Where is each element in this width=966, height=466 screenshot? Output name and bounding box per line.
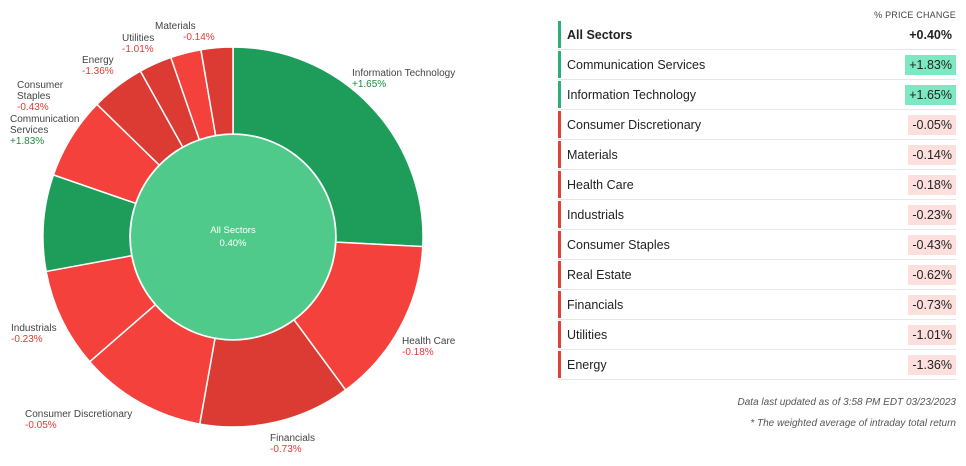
table-row-materials[interactable]: Materials -0.14% <box>558 140 956 170</box>
label-change: +1.65% <box>352 79 387 90</box>
table-row-all-sectors[interactable]: All Sectors +0.40% <box>558 20 956 50</box>
row-change: -0.23% <box>908 204 956 225</box>
row-color-bar <box>558 321 561 348</box>
table-rows: Communication Services +1.83% Information … <box>558 50 956 380</box>
row-change: -0.62% <box>908 264 956 285</box>
table-row-real-estate[interactable]: Real Estate -0.62% <box>558 260 956 290</box>
label-consumer-discretionary: Consumer Discretionary -0.05% <box>25 409 132 431</box>
weighted-average-note: * The weighted average of intraday total… <box>750 418 956 429</box>
label-name: Financials <box>270 433 316 444</box>
row-color-bar <box>558 51 561 78</box>
last-updated-note: Data last updated as of 3:58 PM EDT 03/2… <box>737 397 956 408</box>
donut-center <box>131 135 335 339</box>
table-row-consumer-discretionary[interactable]: Consumer Discretionary -0.05% <box>558 110 956 140</box>
row-name: Real Estate <box>567 267 632 282</box>
table-row-health-care[interactable]: Health Care -0.18% <box>558 170 956 200</box>
row-color-bar <box>558 141 561 168</box>
table-row-financials[interactable]: Financials -0.73% <box>558 290 956 320</box>
row-name: Health Care <box>567 177 634 192</box>
label-change: -0.05% <box>25 420 57 431</box>
label-consumer-staples: Consumer Staples -0.43% <box>17 80 63 113</box>
label-communication-services: Communication Services +1.83% <box>10 114 79 147</box>
label-health-care: Health Care -0.18% <box>402 336 455 358</box>
label-change: -0.73% <box>270 444 302 455</box>
label-energy: Energy -1.36% <box>82 55 114 77</box>
sector-table: % PRICE CHANGE All Sectors +0.40% Commun… <box>558 0 956 380</box>
label-name: Information Technology <box>352 68 456 79</box>
label-materials: Materials -0.14% <box>155 21 215 43</box>
table-row-industrials[interactable]: Industrials -0.23% <box>558 200 956 230</box>
row-name: Financials <box>567 297 624 312</box>
label-change: -0.18% <box>402 347 434 358</box>
label-industrials: Industrials -0.23% <box>11 323 57 345</box>
label-name: Industrials <box>11 323 57 334</box>
row-change: -1.01% <box>908 324 956 345</box>
row-change: -0.73% <box>908 294 956 315</box>
row-color-bar <box>558 21 561 48</box>
row-name: All Sectors <box>567 27 633 42</box>
label-change: -0.14% <box>183 32 215 43</box>
label-change: -1.36% <box>82 66 114 77</box>
row-color-bar <box>558 81 561 108</box>
table-row-communication-services[interactable]: Communication Services +1.83% <box>558 50 956 80</box>
row-color-bar <box>558 171 561 198</box>
label-change: -0.23% <box>11 334 43 345</box>
label-information-technology: Information Technology +1.65% <box>352 68 455 90</box>
label-utilities: Utilities -1.01% <box>122 33 154 55</box>
center-title: All Sectors <box>210 225 256 236</box>
label-financials: Financials -0.73% <box>270 433 315 455</box>
row-color-bar <box>558 291 561 318</box>
row-change: -0.18% <box>908 174 956 195</box>
row-name: Energy <box>567 357 607 372</box>
sector-donut-chart: All Sectors 0.40% Information Technology +… <box>10 21 455 455</box>
table-row-utilities[interactable]: Utilities -1.01% <box>558 320 956 350</box>
table-row-information-technology[interactable]: Information Technology +1.65% <box>558 80 956 110</box>
label-name: Consumer Staples <box>17 80 64 102</box>
table-row-consumer-staples[interactable]: Consumer Staples -0.43% <box>558 230 956 260</box>
row-name: Information Technology <box>567 87 697 102</box>
column-header: % PRICE CHANGE <box>874 10 956 20</box>
label-name: Utilities <box>122 33 155 44</box>
label-name: Communication Services <box>10 114 80 136</box>
row-change: -0.43% <box>908 234 956 255</box>
row-color-bar <box>558 201 561 228</box>
row-color-bar <box>558 351 561 378</box>
table-row-energy[interactable]: Energy -1.36% <box>558 350 956 380</box>
row-color-bar <box>558 111 561 138</box>
row-name: Industrials <box>567 207 624 222</box>
center-value: 0.40% <box>220 238 247 249</box>
label-change: -1.01% <box>122 44 154 55</box>
row-name: Consumer Staples <box>567 237 670 252</box>
label-change: -0.43% <box>17 102 49 113</box>
row-change: -0.05% <box>908 114 956 135</box>
donut-svg: All Sectors 0.40% <box>42 46 424 428</box>
row-change: +1.83% <box>905 54 956 75</box>
row-change: -1.36% <box>908 354 956 375</box>
row-change: +0.40% <box>909 27 952 42</box>
label-change: +1.83% <box>10 136 45 147</box>
row-color-bar <box>558 231 561 258</box>
label-name: Energy <box>82 55 114 66</box>
label-name: Consumer Discretionary <box>25 409 133 420</box>
label-name: Health Care <box>402 336 456 347</box>
row-name: Communication Services <box>567 57 706 72</box>
row-change: +1.65% <box>905 84 956 105</box>
slice-information-technology[interactable] <box>232 46 424 248</box>
row-name: Materials <box>567 147 618 162</box>
row-name: Utilities <box>567 327 608 342</box>
row-change: -0.14% <box>908 144 956 165</box>
row-color-bar <box>558 261 561 288</box>
slice-real-estate[interactable] <box>200 46 234 137</box>
label-name: Materials <box>155 21 196 32</box>
row-name: Consumer Discretionary <box>567 117 702 132</box>
